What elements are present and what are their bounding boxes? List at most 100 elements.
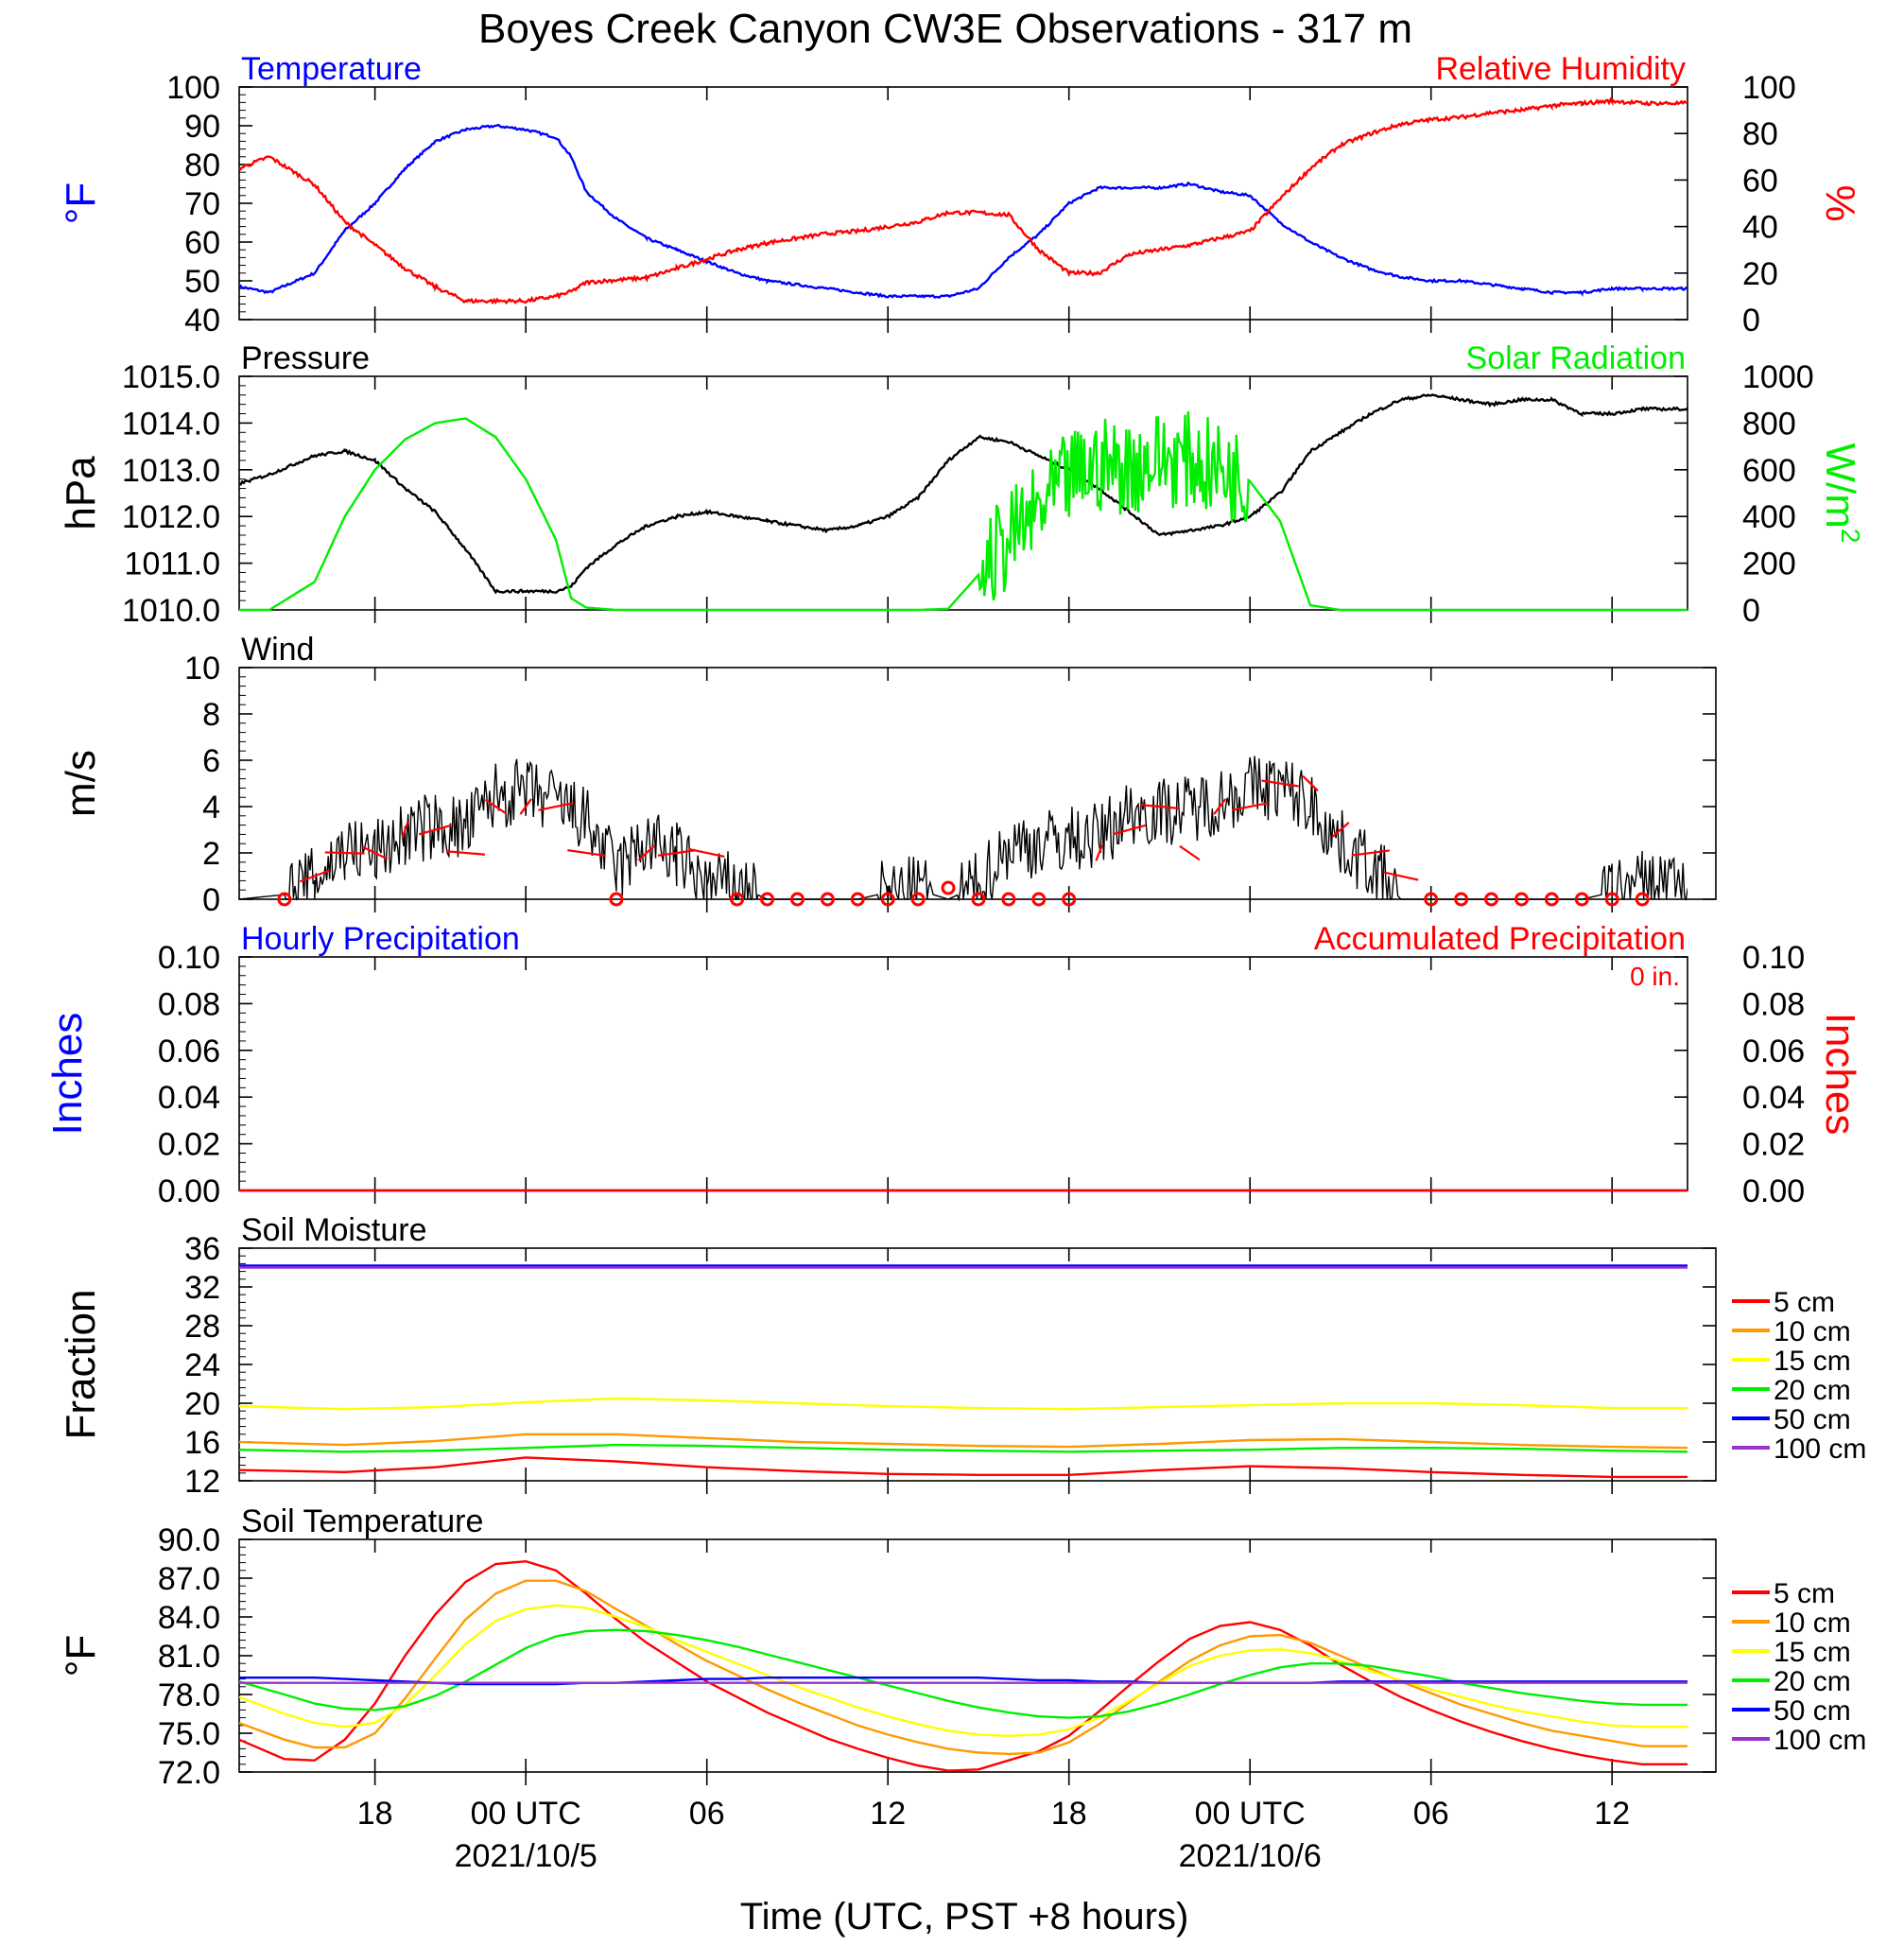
panel-title-left: Temperature: [241, 51, 422, 87]
panel-temperature-humidity: Temperature Relative Humidity100908070605…: [58, 51, 1863, 339]
series-line-0: [239, 124, 1688, 299]
series-line-15cm: [239, 1397, 1688, 1411]
wind-barb: [445, 850, 486, 856]
y-tick-label: 10: [184, 651, 220, 686]
y-axis-label-left: °F: [58, 182, 104, 224]
panel-title-left: Hourly Precipitation: [241, 921, 520, 957]
y-tick-label: 100: [166, 70, 220, 106]
x-axis-label: Time (UTC, PST +8 hours): [740, 1896, 1189, 1937]
wind-calm-marker: [277, 892, 292, 907]
wind-barb: [300, 869, 330, 883]
legend-label: 100 cm: [1774, 1725, 1866, 1756]
y-tick-label-right: 200: [1742, 547, 1796, 582]
y-axis-label-right: Inches: [1817, 1013, 1863, 1136]
legend-label: 15 cm: [1774, 1637, 1851, 1668]
legend-label: 10 cm: [1774, 1607, 1851, 1639]
panel-title-left: Wind: [241, 632, 314, 668]
series-line-15cm: [239, 1604, 1688, 1737]
y-axis-label-left: m/s: [58, 750, 104, 817]
wind-calm-marker: [850, 892, 865, 907]
wind-barb: [1095, 844, 1103, 861]
series-line-10cm: [239, 1579, 1688, 1756]
legend-label: 5 cm: [1774, 1578, 1835, 1609]
y-tick-label: 87.0: [158, 1561, 220, 1597]
y-tick-label-right: 800: [1742, 406, 1796, 442]
x-tick-date: 2021/10/5: [455, 1838, 597, 1874]
y-tick-label: 1011.0: [125, 547, 220, 582]
panel-title-left: Soil Temperature: [241, 1503, 483, 1539]
wind-calm-marker: [910, 892, 926, 907]
legend-label: 20 cm: [1774, 1666, 1851, 1697]
plot-frame: [238, 1538, 1717, 1773]
wind-barb: [688, 847, 725, 859]
series-line-10cm: [239, 1433, 1688, 1450]
plot-frame: [238, 667, 1717, 900]
legend-label: 50 cm: [1774, 1404, 1851, 1435]
wind-barb: [1351, 849, 1390, 857]
wind-barb: [1331, 822, 1350, 838]
x-tick-label: 06: [689, 1796, 725, 1832]
y-axis-label-right: %: [1817, 184, 1863, 221]
wind-barb: [538, 802, 575, 811]
y-tick-label-right: 0.00: [1742, 1173, 1805, 1209]
wind-barb: [324, 851, 365, 855]
wind-barb: [1261, 779, 1299, 788]
figure-title: Boyes Creek Canyon CW3E Observations - 3…: [478, 6, 1412, 52]
y-tick-label: 1013.0: [122, 453, 220, 489]
wind-calm-marker: [1604, 892, 1619, 907]
wind-calm-marker: [1062, 892, 1077, 907]
legend-label: 50 cm: [1774, 1695, 1851, 1727]
series-line-5cm: [239, 1456, 1688, 1479]
y-tick-label-right: 0: [1742, 303, 1760, 339]
series-line-1: [239, 411, 1688, 612]
legend-label: 20 cm: [1774, 1375, 1851, 1406]
wind-barb: [1179, 844, 1201, 861]
panels: Temperature Relative Humidity100908070605…: [44, 51, 1866, 1791]
series-line-1: [239, 96, 1688, 305]
x-tick-label: 00 UTC: [1195, 1796, 1306, 1832]
series-line-20cm: [239, 1628, 1688, 1719]
wind-calm-marker: [1514, 892, 1529, 907]
wind-barb: [1383, 871, 1419, 881]
wind-calm-marker: [1031, 892, 1047, 907]
x-tick-label: 12: [1594, 1796, 1630, 1832]
wind-barb: [361, 845, 389, 860]
panel-precipitation: Hourly Precipitation Accumulated Precipit…: [44, 921, 1863, 1209]
panel-soil-temperature: Soil Temperature 90.087.084.081.078.075.0…: [58, 1503, 1866, 1791]
wind-calm-marker: [760, 892, 775, 907]
legend-label: 5 cm: [1774, 1287, 1835, 1318]
y-tick-label-right: 0: [1742, 593, 1760, 629]
y-tick-label-right: 0.06: [1742, 1034, 1805, 1069]
wind-barb: [418, 824, 452, 836]
panel-title-right: Relative Humidity: [1435, 51, 1686, 87]
legend-label: 10 cm: [1774, 1316, 1851, 1347]
wind-calm-marker: [1424, 892, 1439, 907]
y-tick-label: 1010.0: [122, 593, 220, 629]
y-tick-label: 1014.0: [122, 406, 220, 442]
wind-calm-marker: [1544, 892, 1559, 907]
y-tick-label-right: 600: [1742, 453, 1796, 489]
y-tick-label: 72.0: [158, 1755, 220, 1791]
y-tick-label: 81.0: [158, 1639, 220, 1675]
y-tick-label-right: 0.04: [1742, 1080, 1805, 1116]
x-tick-label: 18: [1051, 1796, 1087, 1832]
wind-calm-marker: [789, 892, 805, 907]
y-tick-label: 1012.0: [122, 499, 220, 535]
y-tick-label: 2: [202, 836, 220, 872]
panel-title-right: Solar Radiation: [1466, 340, 1686, 376]
y-tick-label: 84.0: [158, 1600, 220, 1636]
wind-calm-marker: [1484, 892, 1499, 907]
wind-calm-marker: [1574, 892, 1589, 907]
y-tick-label-right: 80: [1742, 116, 1778, 152]
y-tick-label: 24: [184, 1347, 220, 1383]
panel-title-left: Pressure: [241, 340, 370, 376]
y-tick-label: 60: [184, 225, 220, 261]
y-axis-label-left: Inches: [44, 1013, 91, 1136]
x-tick-label: 00 UTC: [471, 1796, 581, 1832]
y-axis-label-left: hPa: [58, 456, 104, 530]
wind-calm-marker: [820, 892, 835, 907]
wind-barb: [1213, 798, 1227, 815]
wind-barb: [1112, 824, 1147, 836]
plot-frame: [238, 86, 1688, 321]
x-tick-label: 12: [870, 1796, 906, 1832]
